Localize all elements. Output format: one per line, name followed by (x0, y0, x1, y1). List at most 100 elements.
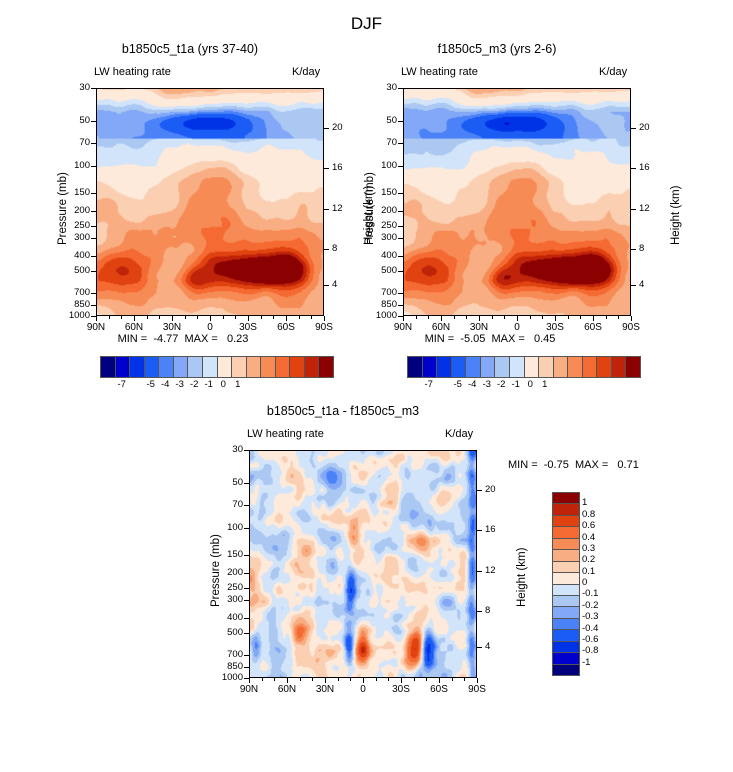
x-minor-tick (337, 678, 339, 681)
height-tick-label: 4 (639, 278, 645, 290)
y-tick-label: 500 (227, 626, 243, 638)
height-tick-label: 16 (639, 162, 650, 174)
x-minor-tick (428, 316, 430, 319)
colorbar-cell (553, 550, 579, 562)
colorbar-cell (188, 357, 203, 377)
y-tick-mark (91, 237, 96, 239)
x-minor-tick (261, 678, 263, 681)
y-tick-mark (244, 632, 249, 634)
y-tick-label: 700 (381, 286, 397, 298)
height-tick-mark (324, 127, 329, 129)
height-tick-mark (631, 168, 636, 170)
y-tick-mark (398, 305, 403, 307)
x-tick-label: 60N (277, 684, 297, 695)
colorbar-tick-label: -3 (482, 379, 491, 390)
colorbar-cell (437, 357, 452, 377)
y-tick-mark (398, 270, 403, 272)
colorbar-cell (568, 357, 583, 377)
x-minor-tick (504, 316, 506, 319)
height-tick-label: 8 (485, 604, 491, 616)
x-tick-mark (134, 316, 135, 321)
x-minor-tick (453, 316, 455, 319)
x-tick-label: 90S (315, 322, 333, 333)
colorbar-cell (553, 630, 579, 642)
colorbar-cell (553, 653, 579, 665)
y-tick-mark (91, 88, 96, 89)
colorbar-tick-label: -1 (582, 656, 591, 668)
colorbar-cell (553, 664, 579, 675)
y-tick-mark (398, 88, 403, 89)
y-tick-mark (398, 256, 403, 258)
variable-label: LW heating rate (401, 66, 478, 78)
y-tick-label: 1000 (375, 310, 397, 321)
colorbar-cell (422, 357, 438, 377)
colorbar-tick-label: -0.4 (582, 622, 599, 634)
x-minor-tick (311, 316, 313, 319)
minmax-label: MIN = -4.77 MAX = 0.23 (117, 333, 249, 345)
colorbar-tick-label: 1 (235, 379, 241, 390)
colorbar-tick-label: -1 (204, 379, 213, 390)
colorbar-cell (553, 527, 579, 539)
panel-bottom: b1850c5_t1a - f1850c5_m3 LW heating rate… (153, 360, 639, 700)
colorbar-tick-label: -1 (511, 379, 520, 390)
x-minor-tick (426, 678, 428, 681)
x-minor-tick (415, 316, 417, 319)
x-tick-label: 60S (584, 322, 602, 333)
height-tick-label: 4 (485, 640, 491, 652)
x-tick-mark (210, 316, 211, 321)
height-tick-label: 20 (332, 121, 343, 133)
x-tick-label: 90N (393, 322, 413, 333)
y-tick-mark (244, 678, 249, 679)
colorbar-cell (480, 357, 496, 377)
y-tick-label: 70 (386, 137, 397, 149)
x-tick-mark (286, 316, 287, 321)
y-tick-label: 1000 (68, 310, 90, 321)
colorbar-cell (553, 584, 579, 596)
height-tick-label: 20 (485, 483, 496, 495)
colorbar-tick-label: 0 (582, 577, 588, 588)
x-minor-tick (222, 316, 224, 319)
y-axis-title-right: Height (km) (516, 547, 528, 607)
x-tick-mark (96, 316, 97, 321)
x-tick-mark (172, 316, 173, 321)
y-tick-label: 400 (227, 612, 243, 624)
x-minor-tick (529, 316, 531, 319)
y-tick-label: 250 (227, 581, 243, 593)
colorbar-cell (553, 561, 579, 574)
colorbar-tick-label: -0.8 (582, 645, 599, 657)
x-tick-mark (517, 316, 518, 321)
x-tick-label: 30N (162, 322, 182, 333)
colorbar-cell (509, 357, 525, 377)
x-tick-mark (325, 678, 326, 683)
y-tick-mark (244, 667, 249, 669)
y-tick-mark (91, 211, 96, 213)
colorbar-tick-label: -4 (161, 379, 170, 390)
colorbar-cell (553, 607, 579, 619)
height-tick-mark (631, 209, 636, 211)
x-tick-mark (401, 678, 402, 683)
colorbar-cell (466, 357, 481, 377)
y-tick-label: 50 (79, 115, 90, 127)
y-tick-mark (244, 528, 249, 530)
colorbar-horizontal (407, 356, 641, 378)
x-minor-tick (146, 316, 148, 319)
y-tick-mark (91, 305, 96, 307)
heatmap-canvas (250, 451, 476, 677)
x-minor-tick (466, 316, 468, 319)
colorbar-cell (290, 357, 305, 377)
y-tick-label: 150 (381, 186, 397, 198)
colorbar-cell (582, 357, 598, 377)
x-minor-tick (542, 316, 544, 319)
height-tick-label: 16 (332, 162, 343, 174)
height-tick-label: 4 (332, 278, 338, 290)
height-tick-label: 12 (485, 565, 496, 577)
colorbar-tick-label: -5 (146, 379, 155, 390)
minmax-label: MIN = -5.05 MAX = 0.45 (424, 333, 556, 345)
panel-title: b1850c5_t1a - f1850c5_m3 (266, 404, 420, 418)
y-tick-label: 700 (74, 286, 90, 298)
y-tick-label: 100 (227, 522, 243, 534)
colorbar-cell (101, 357, 116, 377)
colorbar-tick-label: 1 (542, 379, 548, 390)
y-tick-mark (244, 573, 249, 575)
colorbar-cell (553, 573, 579, 585)
